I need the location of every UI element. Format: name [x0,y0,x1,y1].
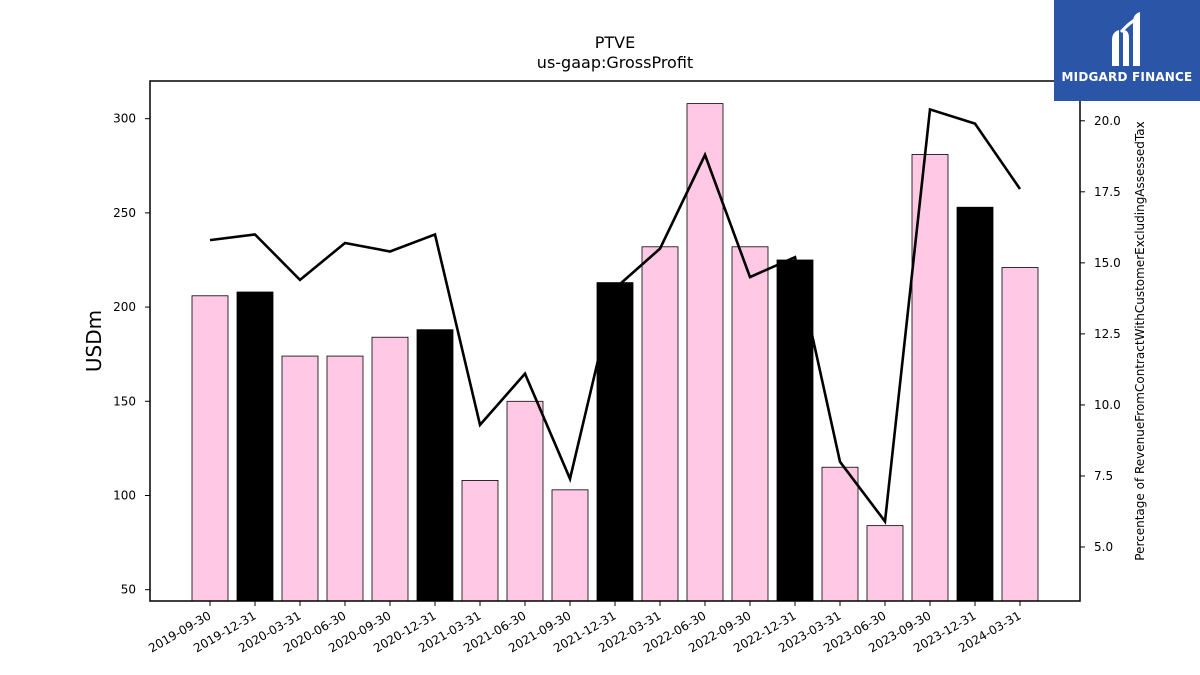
y-tick-label: 50 [121,583,136,597]
bar-2021-06-30 [506,400,544,602]
logo-mark-icon [1112,12,1140,66]
y-tick-label: 150 [113,394,136,408]
y-axis-label: USDm [82,310,106,372]
bar-2021-12-31 [596,282,634,602]
logo-text: MIDGARD FINANCE [1061,70,1193,84]
bar-2021-09-30 [551,489,589,602]
y2-tick-label: 17.5 [1094,185,1121,199]
bar-2020-03-31 [281,355,319,602]
bar-2021-03-31 [461,480,499,602]
y-tick-label: 100 [113,488,136,502]
chart-subtitle: us-gaap:GrossProfit [537,53,693,72]
bar-2020-06-30 [326,355,364,602]
y-tick-label: 200 [113,300,136,314]
y2-tick-label: 20.0 [1094,114,1121,128]
bar-2022-03-31 [641,246,679,602]
bar-2023-12-31 [956,206,994,602]
y2-tick-label: 10.0 [1094,398,1121,412]
bar-2023-06-30 [866,525,904,602]
y2-axis: 5.0 7.5 10.0 12.5 15.0 17.5 20.0 [1080,114,1121,554]
y2-axis-label: Percentage of RevenueFromContractWithCus… [1133,121,1147,560]
bar-2023-03-31 [821,466,859,602]
y-tick-label: 250 [113,206,136,220]
percentage-line [209,107,1022,525]
bars-group [191,103,1039,602]
bar-2022-09-30 [731,246,769,602]
bar-2020-09-30 [371,336,409,602]
midgard-finance-logo: MIDGARD FINANCE [1054,0,1200,101]
y2-tick-label: 5.0 [1094,540,1113,554]
y2-tick-label: 15.0 [1094,256,1121,270]
bar-2024-03-31 [1001,267,1039,602]
y2-tick-label: 7.5 [1094,469,1113,483]
line-group [209,107,1022,525]
y-tick-label: 300 [113,112,136,126]
bar-2019-12-31 [236,291,274,602]
x-axis: 2019-09-302019-12-312020-03-312020-06-30… [146,601,1024,655]
y-axis: 50 100 150 200 250 300 [113,112,150,597]
bar-2020-12-31 [416,329,454,602]
y2-tick-label: 12.5 [1094,327,1121,341]
bar-2019-09-30 [191,295,229,602]
chart-title: PTVE [595,33,635,52]
